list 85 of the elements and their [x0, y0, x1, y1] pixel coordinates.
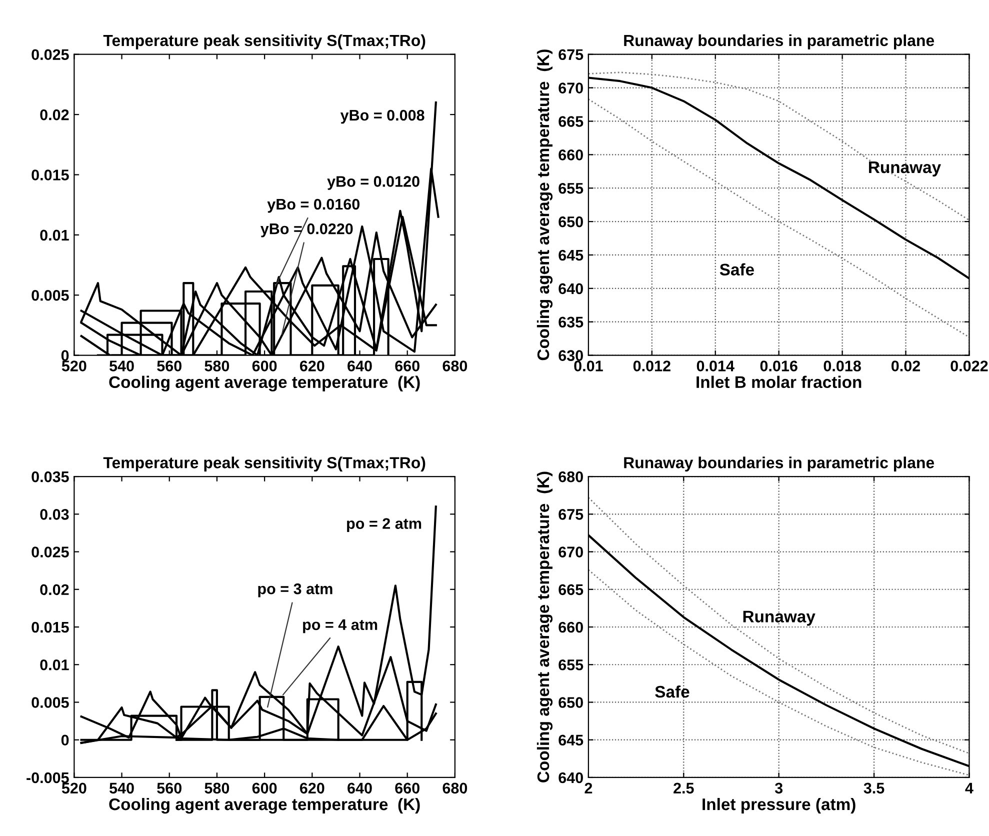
- x-tick-label: 2: [584, 782, 592, 794]
- x-tick-label: 640: [348, 360, 372, 372]
- y-tick-label: 0.03: [40, 509, 69, 520]
- y-tick-label: 0.005: [32, 290, 69, 301]
- x-tick-label: 660: [395, 360, 420, 372]
- annotation: yBo = 0.008: [340, 110, 424, 124]
- x-tick-label: 660: [395, 782, 420, 794]
- x-axis-title: Cooling agent average temperature (K): [109, 798, 420, 814]
- x-tick-label: 0.018: [824, 360, 861, 372]
- x-tick-label: 620: [300, 782, 324, 794]
- y-tick-label: 0.025: [32, 546, 69, 558]
- y-tick-label: 655: [558, 182, 584, 194]
- x-tick-label: 0.02: [891, 360, 920, 372]
- y-tick-label: 675: [558, 509, 584, 520]
- x-tick-label: 540: [109, 782, 134, 794]
- x-tick-label: 640: [348, 782, 372, 794]
- y-tick-label: 665: [558, 584, 584, 596]
- y-axis-title: Cooling agent average temperature (K): [536, 472, 553, 782]
- y-tick-label: -0.005: [26, 772, 69, 784]
- y-tick-label: 0.035: [32, 471, 69, 482]
- x-axis-title: Inlet B molar fraction: [696, 376, 862, 388]
- y-tick-label: 0: [61, 734, 69, 746]
- x-tick-label: 0.016: [760, 360, 798, 372]
- y-tick-label: 645: [558, 734, 584, 746]
- x-tick-label: 0.01: [574, 360, 603, 372]
- x-tick-label: 520: [62, 360, 86, 372]
- annotation: po = 2 atm: [347, 518, 422, 532]
- chart-title: Runaway boundaries in parametric plane: [624, 34, 934, 50]
- y-tick-label: 0.025: [32, 49, 69, 60]
- annotation: yBo = 0.0160: [267, 198, 360, 213]
- y-tick-label: 0.015: [32, 170, 69, 180]
- y-tick-label: 0: [61, 350, 69, 361]
- y-tick-label: 670: [558, 546, 583, 558]
- x-tick-label: 0.014: [696, 360, 734, 372]
- x-tick-label: 4: [965, 782, 974, 794]
- x-tick-label: 2.5: [674, 782, 694, 794]
- y-tick-label: 645: [558, 250, 584, 261]
- y-tick-label: 660: [558, 622, 583, 633]
- y-tick-label: 650: [558, 697, 583, 708]
- y-tick-label: 0.02: [40, 584, 69, 596]
- y-tick-label: 670: [558, 82, 583, 94]
- y-tick-label: 0.02: [40, 109, 69, 120]
- y-axis-title: Cooling agent average temperature (K): [536, 50, 553, 360]
- chart-title: Temperature peak sensitivity S(Tmax;TRo): [103, 456, 426, 472]
- y-tick-label: 665: [558, 116, 584, 127]
- x-tick-label: 0.022: [950, 360, 988, 372]
- annotation: po = 3 atm: [258, 583, 332, 598]
- annotation: yBo = 0.0120: [327, 176, 420, 190]
- x-tick-label: 620: [300, 360, 324, 372]
- annotation: Runaway: [869, 162, 941, 176]
- y-tick-label: 0.005: [32, 697, 69, 708]
- x-axis-title: Inlet pressure (atm): [702, 798, 856, 814]
- annotation: yBo = 0.0220: [260, 223, 353, 238]
- x-tick-label: 680: [442, 360, 468, 372]
- y-tick-label: 0.01: [40, 659, 69, 670]
- y-tick-label: 655: [558, 659, 584, 670]
- x-tick-label: 600: [252, 360, 277, 372]
- annotation: po = 4 atm: [303, 619, 378, 634]
- annotation: Runaway: [743, 610, 816, 626]
- x-tick-label: 0.012: [633, 360, 670, 372]
- y-tick-label: 675: [558, 49, 584, 60]
- x-tick-label: 3.5: [864, 782, 884, 794]
- x-tick-label: 3: [774, 782, 783, 794]
- y-tick-label: 0.015: [32, 622, 69, 633]
- y-tick-label: 640: [558, 283, 583, 294]
- y-tick-label: 680: [558, 471, 583, 482]
- y-tick-label: 650: [558, 216, 583, 228]
- annotation: Safe: [655, 685, 690, 698]
- x-tick-label: 680: [442, 782, 468, 794]
- chart-title: Runaway boundaries in parametric plane: [624, 456, 934, 472]
- x-tick-label: 600: [252, 782, 277, 794]
- x-tick-label: 520: [62, 782, 86, 794]
- x-tick-label: 560: [157, 782, 182, 794]
- x-tick-label: 560: [157, 360, 182, 372]
- y-tick-label: 0.01: [40, 230, 69, 241]
- y-tick-label: 640: [558, 772, 583, 784]
- y-tick-label: 635: [558, 316, 584, 328]
- y-tick-label: 660: [558, 150, 583, 160]
- x-axis-title: Cooling agent average temperature (K): [109, 376, 420, 392]
- annotation: Safe: [720, 263, 754, 276]
- y-tick-label: 630: [558, 350, 583, 362]
- x-tick-label: 540: [109, 360, 134, 372]
- x-tick-label: 580: [204, 360, 230, 372]
- x-tick-label: 580: [204, 782, 230, 794]
- chart-title: Temperature peak sensitivity S(Tmax;TRo): [103, 34, 426, 50]
